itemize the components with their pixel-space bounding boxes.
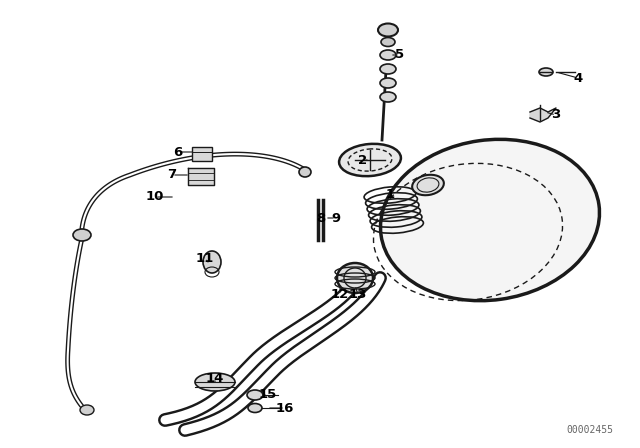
Ellipse shape [380, 78, 396, 88]
FancyBboxPatch shape [192, 147, 212, 161]
Text: 00002455: 00002455 [566, 425, 614, 435]
Ellipse shape [248, 404, 262, 413]
Text: 2: 2 [358, 154, 367, 167]
Text: 12: 12 [331, 289, 349, 302]
Ellipse shape [381, 38, 395, 47]
Text: 13: 13 [349, 289, 367, 302]
Text: 7: 7 [168, 168, 177, 181]
Text: 10: 10 [146, 190, 164, 203]
Ellipse shape [203, 251, 221, 273]
Text: 5: 5 [396, 48, 404, 61]
Text: 11: 11 [196, 251, 214, 264]
Ellipse shape [378, 23, 398, 36]
Ellipse shape [380, 50, 396, 60]
Ellipse shape [337, 263, 373, 293]
Polygon shape [188, 168, 214, 185]
Ellipse shape [412, 175, 444, 195]
Text: 15: 15 [259, 388, 277, 401]
Ellipse shape [195, 373, 235, 391]
Text: 8: 8 [316, 211, 326, 224]
Text: 14: 14 [206, 371, 224, 384]
Text: 3: 3 [552, 108, 561, 121]
Polygon shape [530, 108, 556, 122]
Text: 1: 1 [385, 189, 395, 202]
Ellipse shape [299, 167, 311, 177]
Ellipse shape [381, 139, 600, 301]
Ellipse shape [380, 64, 396, 74]
Ellipse shape [380, 92, 396, 102]
Text: 4: 4 [573, 72, 582, 85]
Ellipse shape [539, 68, 553, 76]
Ellipse shape [247, 390, 263, 400]
Ellipse shape [73, 229, 91, 241]
Text: 6: 6 [173, 146, 182, 159]
Ellipse shape [339, 144, 401, 176]
Text: 9: 9 [332, 211, 340, 224]
Ellipse shape [80, 405, 94, 415]
Text: 16: 16 [276, 401, 294, 414]
